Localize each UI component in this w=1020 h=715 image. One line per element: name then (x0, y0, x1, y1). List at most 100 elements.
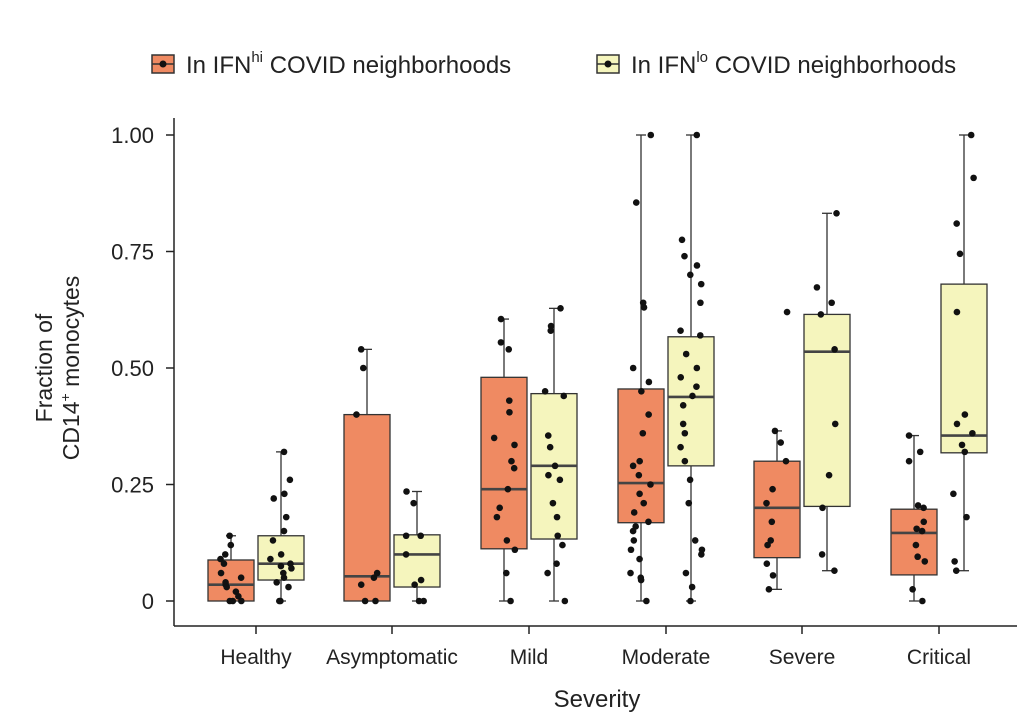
data-point (782, 457, 790, 465)
data-point (691, 537, 699, 544)
data-point (630, 537, 638, 544)
legend-label-ifn-hi: In IFNhi COVID neighborhoods (186, 49, 511, 79)
data-point (505, 346, 513, 353)
data-point (640, 304, 648, 311)
data-point (288, 565, 295, 572)
y-tick-label: 1.00 (111, 123, 154, 148)
data-point (693, 131, 701, 139)
data-point (951, 558, 958, 565)
box-severe-ifn-hi (753, 308, 801, 593)
data-point (411, 581, 418, 588)
data-point (909, 586, 916, 593)
data-point (763, 560, 771, 568)
data-point (359, 364, 367, 372)
data-point (640, 499, 648, 507)
data-point (677, 443, 684, 451)
data-point (636, 457, 643, 465)
data-point (370, 574, 378, 581)
data-point (919, 597, 926, 605)
data-point (627, 546, 635, 554)
data-point (636, 490, 643, 498)
data-point (693, 364, 701, 372)
data-point (645, 411, 652, 418)
data-point (969, 429, 976, 437)
data-point (645, 378, 653, 386)
data-point (560, 392, 568, 400)
data-point (958, 441, 966, 449)
box-iqr (343, 413, 391, 602)
data-point (276, 597, 283, 605)
data-point (698, 551, 705, 558)
data-point (417, 532, 424, 540)
data-point (503, 537, 511, 544)
data-point (267, 555, 274, 563)
data-point (813, 284, 821, 291)
data-point (505, 397, 513, 404)
data-point (217, 555, 224, 563)
series-ifn-lo (257, 131, 988, 605)
data-point (643, 597, 650, 605)
data-point (953, 220, 960, 227)
data-point (556, 476, 564, 484)
data-point (681, 457, 689, 465)
box-moderate-ifn-hi (617, 131, 665, 605)
data-point (914, 553, 921, 561)
data-point (544, 569, 551, 577)
data-point (403, 488, 410, 495)
data-point (686, 476, 694, 484)
data-point (783, 308, 791, 316)
y-ticks: 0 0.25 0.50 0.75 1.00 (111, 123, 174, 614)
data-point (490, 434, 498, 442)
x-tick-label-healthy: Healthy (220, 646, 292, 669)
data-point (768, 518, 776, 526)
data-point (629, 364, 637, 372)
box-iqr (667, 336, 715, 467)
box-iqr (207, 559, 255, 602)
data-point (504, 485, 512, 493)
legend-swatch-dot-ifn-lo (604, 60, 612, 68)
data-point (953, 420, 961, 428)
box-critical-ifn-lo (940, 131, 988, 575)
data-point (541, 388, 549, 395)
data-point (506, 408, 513, 416)
data-point (281, 490, 288, 498)
data-point (220, 560, 228, 568)
x-tick-label-asymptomatic: Asymptomatic (326, 646, 458, 669)
data-point (682, 569, 690, 577)
data-point (639, 429, 647, 437)
x-axis-title: Severity (554, 686, 641, 713)
y-tick-label: 0.75 (111, 240, 154, 265)
data-point (497, 315, 505, 323)
box-iqr (890, 508, 938, 576)
data-point (415, 597, 423, 605)
data-point (223, 583, 231, 591)
data-point (765, 586, 773, 593)
data-point (831, 346, 838, 353)
data-point (402, 551, 410, 558)
data-point (769, 572, 777, 579)
data-point (637, 576, 645, 584)
box-critical-ifn-hi (890, 432, 938, 605)
data-point (357, 581, 365, 588)
data-point (913, 525, 920, 533)
data-point (282, 513, 290, 521)
data-point (285, 583, 292, 591)
data-point (681, 252, 688, 260)
data-point (277, 551, 285, 558)
data-point (273, 579, 280, 586)
box-asymptomatic-ifn-hi (343, 346, 391, 605)
data-point (420, 597, 427, 605)
box-iqr (940, 283, 988, 454)
data-point (914, 502, 922, 509)
data-point (679, 420, 687, 428)
box-iqr (480, 376, 528, 550)
x-tick-label-severe: Severe (769, 646, 836, 669)
data-point (551, 462, 559, 470)
data-point (963, 513, 970, 521)
data-point (277, 562, 285, 570)
data-point (956, 250, 964, 258)
y-axis-title-line1: Fraction of (31, 313, 57, 422)
data-point (764, 541, 771, 549)
data-point (546, 443, 554, 451)
data-point (238, 597, 245, 605)
